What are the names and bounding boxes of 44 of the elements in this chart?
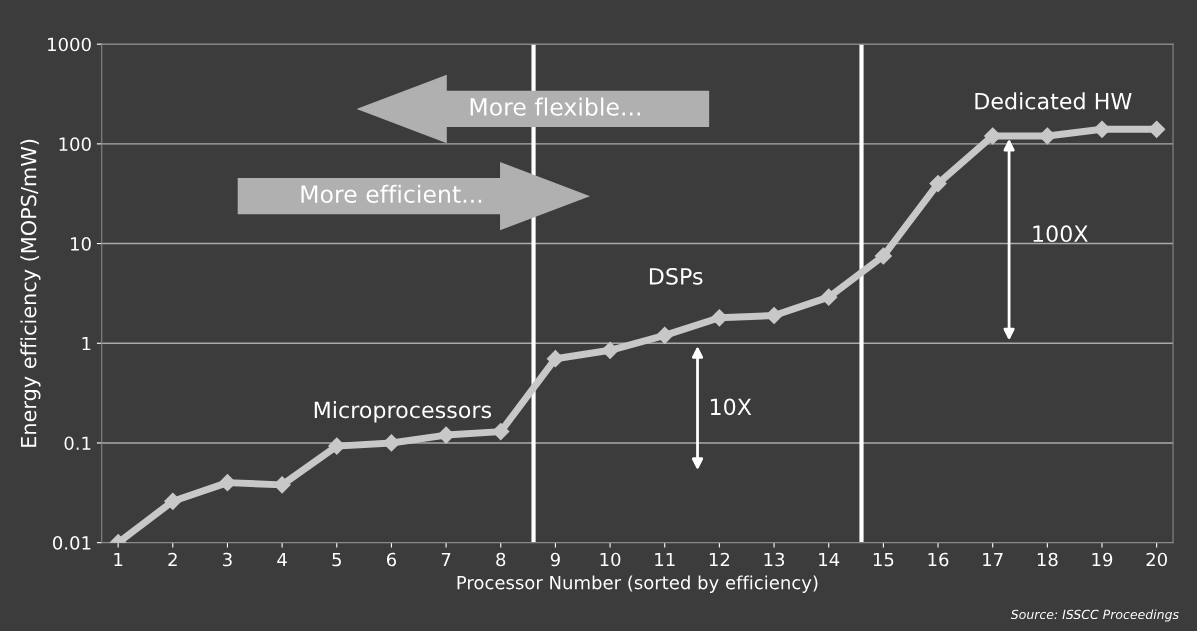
x-tick-label: 11 [655, 552, 675, 567]
y-tick-label: 1000 [48, 37, 91, 52]
x-tick-label: 10 [600, 552, 621, 567]
annotation: 10X [710, 398, 752, 416]
x-tick-label: 7 [441, 552, 451, 567]
x-tick-label: 2 [168, 552, 177, 567]
x-tick-label: 4 [277, 552, 287, 567]
y-tick-label: 100 [59, 137, 91, 151]
x-tick-label: 9 [550, 552, 560, 567]
point [929, 174, 947, 193]
x-tick-label: 3 [223, 552, 232, 567]
annotation: More flexible... [470, 97, 640, 116]
x-tick-label: 19 [1092, 552, 1113, 567]
point [546, 350, 564, 368]
x-tick-label: 17 [983, 552, 1003, 567]
annotation: Microprocessors [314, 401, 492, 423]
annotation: More efficient... [301, 184, 482, 204]
x-axis-title: Processor Number (sorted by efficiency) [457, 575, 818, 593]
y-tick-label: 1 [82, 336, 91, 351]
annotation: 100X [1033, 225, 1088, 243]
x-tick-label: 12 [709, 552, 730, 567]
x-tick-label: 20 [1146, 552, 1167, 567]
x-tick-label: 6 [386, 552, 397, 567]
point [820, 288, 838, 306]
annotation: DSPs [649, 267, 703, 285]
x-tick-label: 5 [332, 552, 341, 567]
source-note: Source: ISSCC Proceedings [1010, 609, 1179, 622]
y-tick-label: 0.01 [53, 536, 91, 550]
x-tick-label: 14 [819, 552, 840, 567]
annotation: Dedicated HW [975, 92, 1132, 110]
point [164, 492, 182, 510]
point [601, 341, 619, 359]
y-axis-title: Energy efficiency (MOPS/mW) [20, 139, 41, 447]
x-tick-label: 15 [873, 552, 894, 567]
x-tick-label: 8 [496, 552, 506, 567]
point [656, 326, 674, 344]
x-tick-label: 13 [764, 552, 785, 567]
y-tick-label: 10 [71, 237, 91, 251]
x-tick-label: 18 [1037, 552, 1058, 567]
point [492, 423, 510, 441]
point [874, 247, 892, 265]
x-tick-label: 16 [928, 552, 949, 567]
x-tick-label: 1 [114, 552, 123, 567]
y-tick-label: 0.1 [64, 436, 91, 451]
